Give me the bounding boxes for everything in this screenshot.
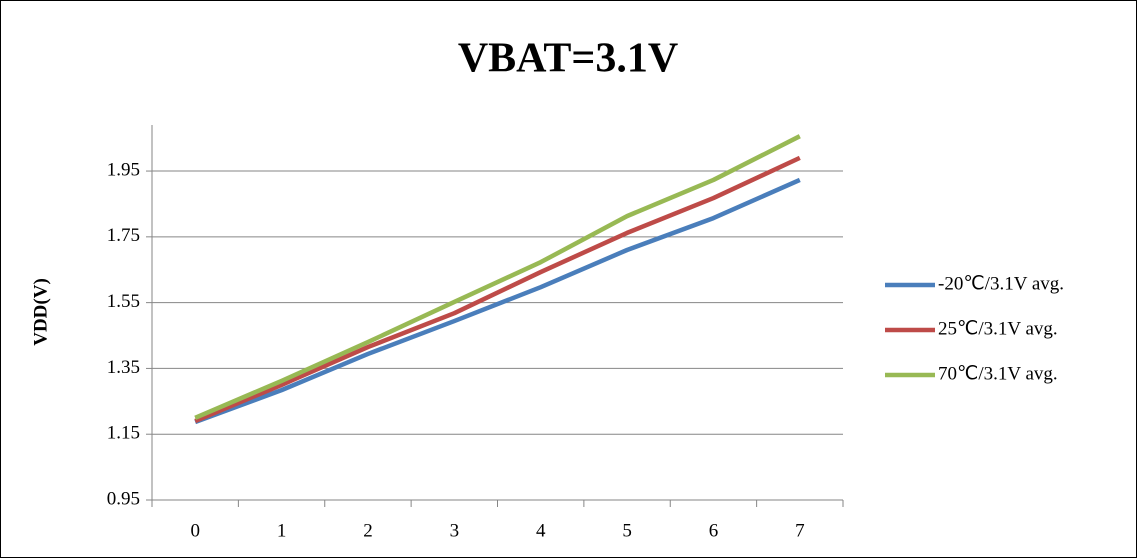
y-tick-label: 1.55 xyxy=(107,291,140,312)
data-line xyxy=(194,155,801,424)
legend-label: -20℃/3.1V avg. xyxy=(938,273,1064,294)
legend-label: 70℃/3.1V avg. xyxy=(938,363,1058,384)
x-tick-label: 7 xyxy=(795,520,805,541)
x-tick-label: 6 xyxy=(709,520,719,541)
y-axis-label: VDD(V) xyxy=(30,278,51,346)
y-tick-label: 1.75 xyxy=(107,225,140,246)
chart-title: VBAT=3.1V xyxy=(458,36,678,82)
x-tick-label: 2 xyxy=(363,520,373,541)
y-tick-label: 1.15 xyxy=(107,423,140,444)
data-line xyxy=(194,177,801,425)
x-tick-label: 4 xyxy=(536,520,546,541)
x-tick-label: 0 xyxy=(190,520,200,541)
y-tick-label: 1.35 xyxy=(107,357,140,378)
x-tick-label: 3 xyxy=(450,520,460,541)
y-tick-label: 0.95 xyxy=(107,488,140,509)
legend-label: 25℃/3.1V avg. xyxy=(938,318,1058,339)
x-tick-label: 1 xyxy=(277,520,287,541)
x-tick-label: 5 xyxy=(622,520,632,541)
data-line xyxy=(194,134,801,420)
y-tick-label: 1.95 xyxy=(107,159,140,180)
